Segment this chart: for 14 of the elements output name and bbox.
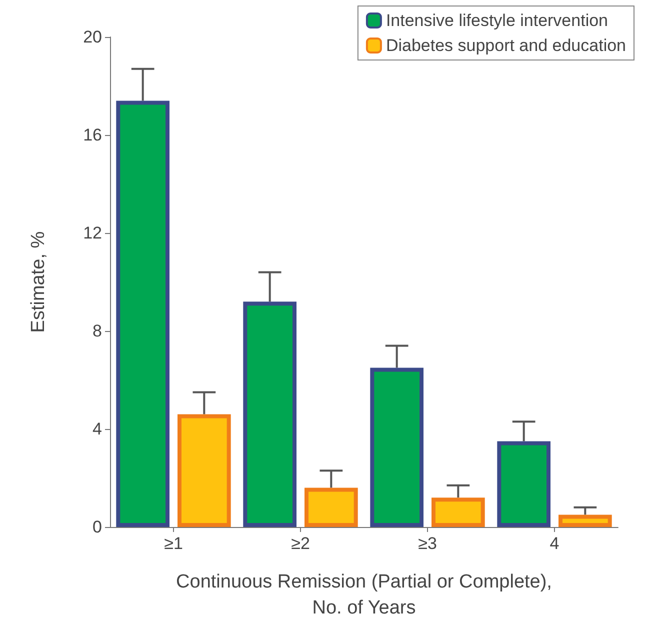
x-axis-title: Continuous Remission (Partial or Complete), No. of Years xyxy=(176,572,552,618)
y-tick-label: 12 xyxy=(83,224,102,242)
legend-label: Intensive lifestyle intervention xyxy=(386,11,608,30)
y-tick-label: 0 xyxy=(92,518,102,536)
y-tick-label: 20 xyxy=(83,28,102,46)
legend-label: Diabetes support and education xyxy=(386,36,626,55)
y-tick-label: 4 xyxy=(92,420,102,438)
x-tick-label: ≥1 xyxy=(164,534,183,553)
x-tick-label: 4 xyxy=(550,534,560,553)
y-tick-label: 16 xyxy=(83,126,102,144)
y-axis-title: Estimate, % xyxy=(28,231,49,333)
x-tick-label: ≥3 xyxy=(418,534,437,553)
y-tick-label: 8 xyxy=(92,322,102,340)
x-tick-label: ≥2 xyxy=(291,534,310,553)
